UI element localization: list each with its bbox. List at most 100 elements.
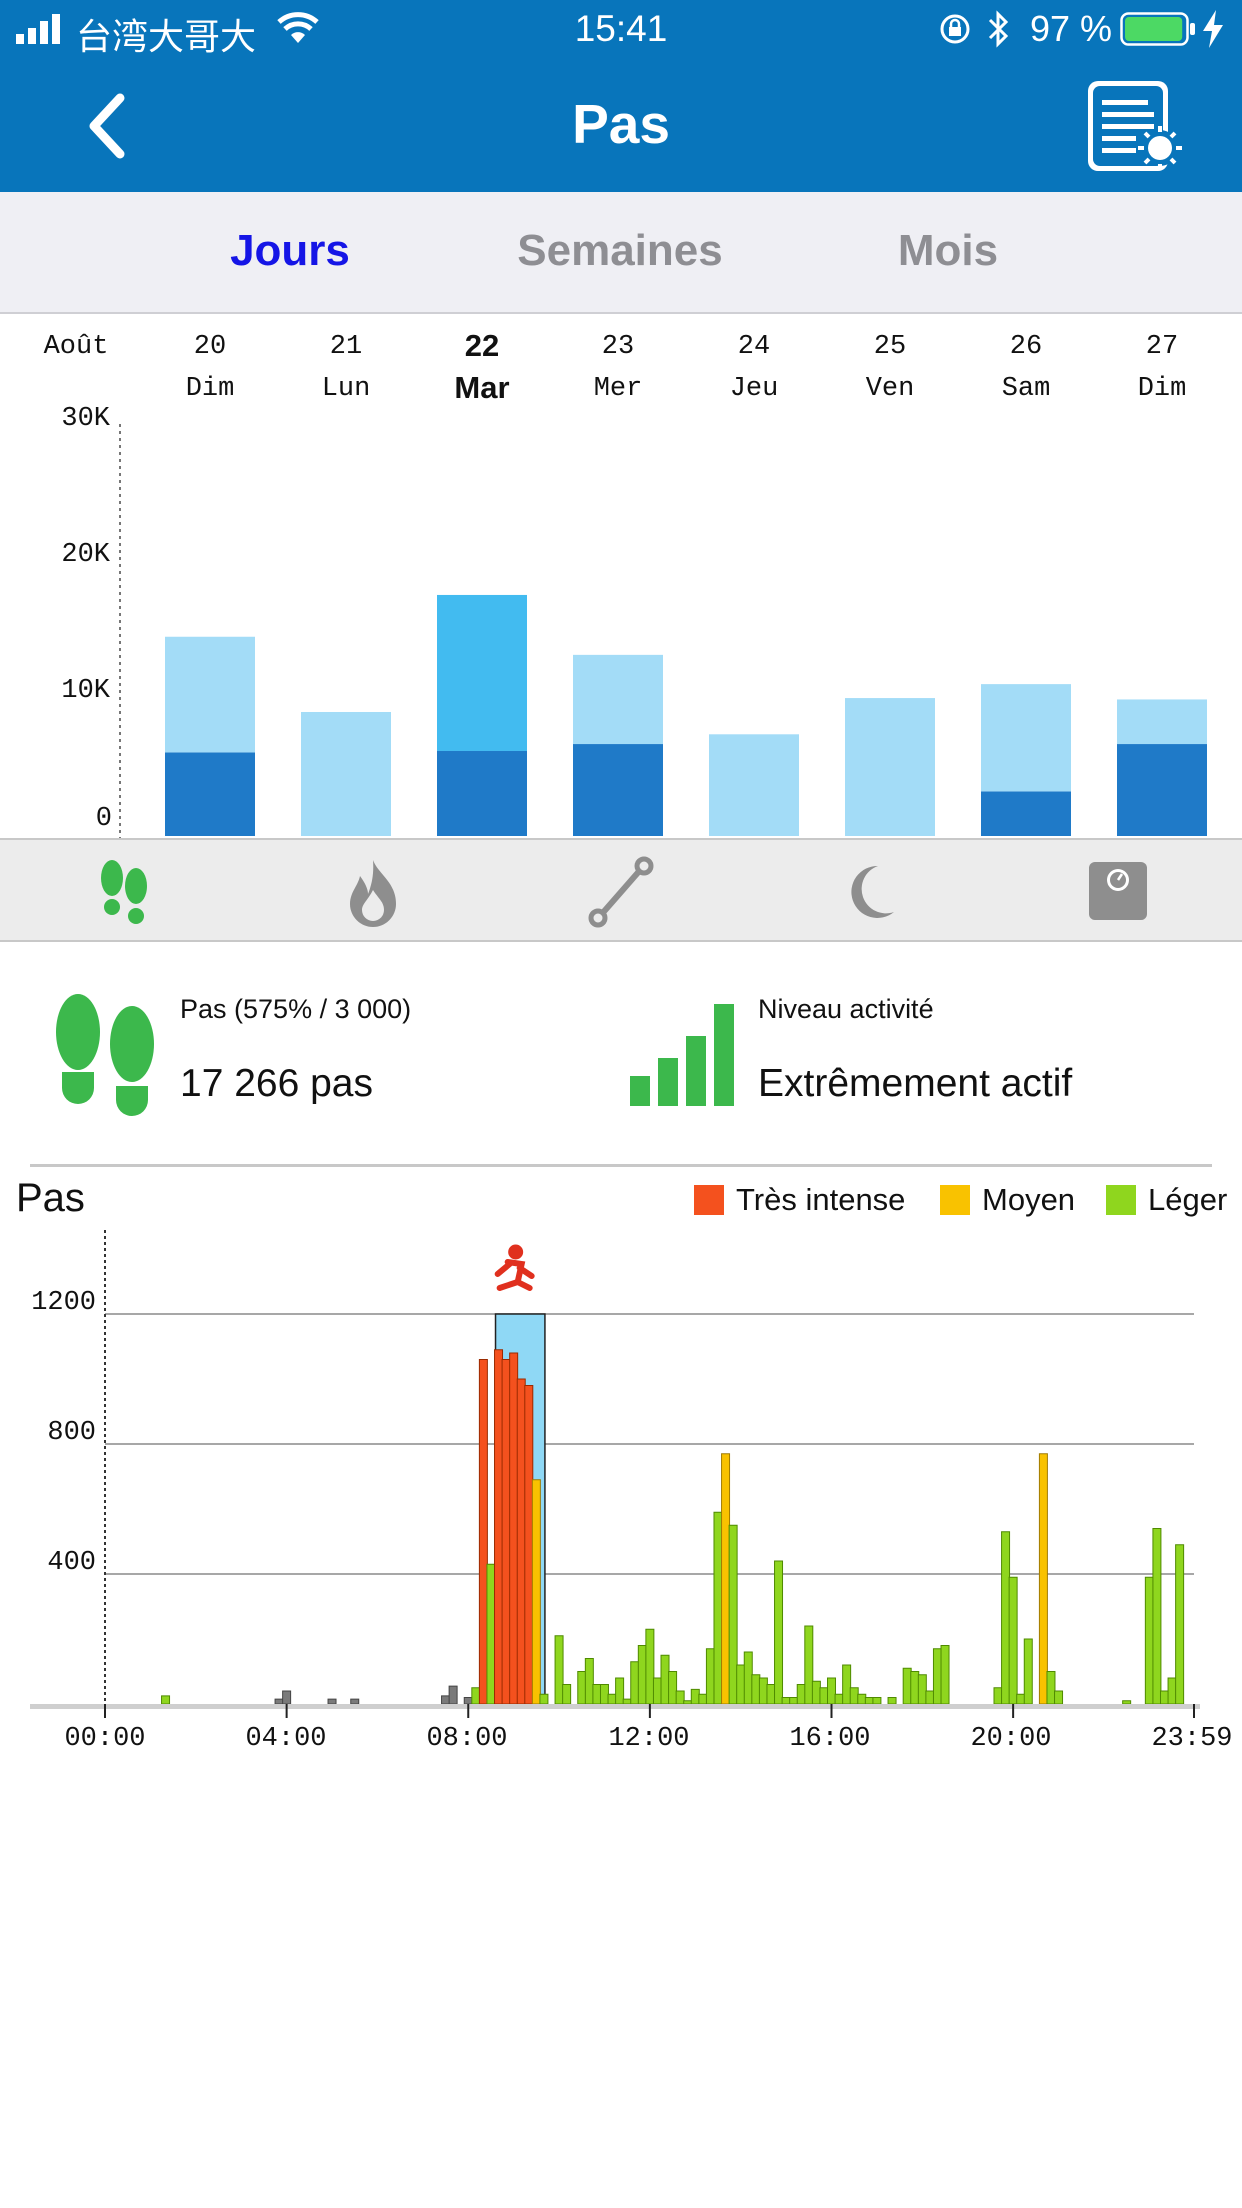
hourly-steps-chart: 1200 800 400 00:00 04:00 08:00 12:00 16:… [0,1230,1242,1770]
weekly-steps-chart: Août 20 Dim 21 Lun 22 Mar 23 Mer 24 Jeu … [0,314,1242,838]
activity-bar [471,1687,481,1705]
activity-bar [652,1677,662,1705]
bar-segment-total [301,711,391,836]
activity-bar [751,1674,761,1705]
bluetooth-icon [988,10,1009,48]
y-axis-label: 30K [61,404,110,434]
day-name[interactable]: Dim [1137,374,1187,404]
battery-percentage: 97 % [1030,8,1113,49]
sleep-icon [851,865,894,918]
x-axis-label: 16:00 [789,1724,871,1754]
day-name-selected[interactable]: Mar [454,370,510,405]
metric-distance[interactable] [566,854,676,930]
activity-level-label: Niveau activité [758,994,934,1024]
activity-bar [834,1693,844,1705]
activity-bar [1054,1690,1064,1705]
signal-icon [16,14,60,44]
activity-bar [1152,1528,1162,1705]
activity-bar [1167,1677,1177,1705]
activity-bar [539,1693,549,1705]
calories-icon [350,860,396,927]
x-axis-label: 23:59 [1151,1724,1233,1754]
activity-bar [864,1697,874,1705]
weight-scale-icon [1089,862,1147,920]
day-name[interactable]: Mer [593,374,643,404]
activity-bar [675,1690,685,1705]
metric-sleep[interactable] [814,854,924,930]
activity-bar [766,1684,776,1705]
y-axis-label: 0 [95,804,112,834]
activity-bar [819,1687,829,1705]
activity-bar [1038,1453,1048,1705]
legend-swatch [694,1185,724,1215]
activity-bar [1016,1693,1026,1705]
day-name[interactable]: Dim [185,374,235,404]
day-number[interactable]: 21 [329,332,363,362]
day-number[interactable]: 23 [601,332,635,362]
report-settings-button[interactable] [1084,78,1190,178]
day-name[interactable]: Jeu [729,374,779,404]
day-number[interactable]: 25 [873,332,907,362]
tab-days[interactable]: Jours [230,226,350,275]
y-axis-label: 20K [61,540,110,570]
day-name[interactable]: Ven [865,374,915,404]
tab-months[interactable]: Mois [897,226,999,275]
activity-bar [494,1349,504,1705]
activity-bar [774,1560,784,1705]
day-number-selected[interactable]: 22 [464,328,500,363]
tab-weeks[interactable]: Semaines [517,226,723,275]
metric-steps[interactable] [68,854,178,930]
activity-bar [1122,1700,1132,1705]
bar-segment-total [981,684,1071,792]
page-title: Pas [572,93,670,155]
activity-bar [993,1687,1003,1705]
activity-bar [811,1680,821,1705]
day-number[interactable]: 27 [1145,332,1179,362]
legend-swatch [940,1185,970,1215]
bar-segment-total [845,698,935,836]
activity-bar [683,1700,693,1705]
bar-segment-total [573,654,663,745]
activity-bar [501,1359,511,1705]
activity-bar [592,1684,602,1705]
day-number[interactable]: 20 [193,332,227,362]
activity-bar [1001,1531,1011,1705]
day-number[interactable]: 26 [1009,332,1043,362]
activity-bar [509,1352,519,1705]
activity-bar [531,1479,541,1705]
activity-bar [728,1524,738,1705]
activity-bar [1175,1544,1185,1705]
weekly-bars[interactable] [0,314,1242,838]
activity-bar [925,1690,935,1705]
activity-bar [698,1693,708,1705]
charging-bolt-icon [1203,10,1223,48]
day-name[interactable]: Sam [1001,374,1051,404]
battery-icon [1120,12,1195,46]
activity-bar [524,1385,534,1705]
bar-segment-intense [981,791,1071,836]
activity-bar [668,1671,678,1705]
bar-segment-total [1117,699,1207,745]
metric-weight[interactable] [1062,854,1172,930]
activity-bar [486,1563,496,1705]
activity-bar [350,1698,360,1705]
day-number[interactable]: 24 [737,332,771,362]
month-label: Août [43,332,109,362]
legend-label: Très intense [736,1182,906,1217]
back-button[interactable] [80,86,140,166]
activity-bar [940,1645,950,1705]
day-name[interactable]: Lun [321,374,371,404]
steps-goal-label: Pas (575% / 3 000) [180,994,412,1024]
legend-swatch [1106,1185,1136,1215]
bar-segment-intense [573,744,663,836]
steps-large-icon [56,994,154,1116]
activity-bar [932,1648,942,1705]
hourly-bars[interactable] [0,1230,1242,1770]
activity-bar [607,1693,617,1705]
activity-bar [804,1625,814,1705]
chevron-left-icon [89,93,125,159]
activity-bar [721,1453,731,1705]
bar-segment-intense [437,751,527,836]
x-axis-label: 20:00 [970,1724,1052,1754]
metric-calories[interactable] [318,854,428,930]
